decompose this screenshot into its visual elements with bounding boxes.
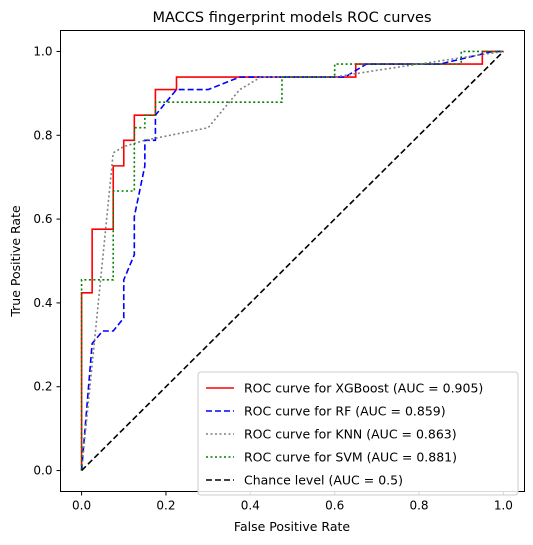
y-tick-label: 0.4	[33, 296, 52, 310]
x-tick-label: 0.6	[325, 499, 344, 513]
y-tick-label: 0.8	[33, 128, 52, 142]
x-axis-label: False Positive Rate	[234, 519, 350, 534]
series-line-1	[80, 50, 504, 471]
x-tick-label: 0.2	[156, 499, 175, 513]
legend-label-0: ROC curve for XGBoost (AUC = 0.905)	[244, 381, 483, 396]
chart-title: MACCS fingerprint models ROC curves	[152, 10, 431, 26]
legend-label-3: ROC curve for SVM (AUC = 0.881)	[244, 450, 457, 465]
legend-label-1: ROC curve for RF (AUC = 0.859)	[244, 404, 446, 419]
y-tick-label: 1.0	[33, 44, 52, 58]
y-tick-label: 0.2	[33, 380, 52, 394]
series-line-4	[81, 50, 504, 472]
x-tick-label: 1.0	[494, 499, 513, 513]
y-tick-label: 0.6	[33, 212, 52, 226]
y-tick-label: 0.0	[33, 464, 52, 478]
x-tick-label: 0.8	[409, 499, 428, 513]
x-tick-label: 0.0	[72, 499, 91, 513]
x-tick-label: 0.4	[241, 499, 260, 513]
legend: ROC curve for XGBoost (AUC = 0.905) ROC c…	[197, 371, 519, 496]
y-axis-label: True Positive Rate	[8, 205, 23, 318]
series-line-3	[80, 50, 504, 471]
legend-label-2: ROC curve for KNN (AUC = 0.863)	[244, 427, 457, 442]
legend-label-4: Chance level (AUC = 0.5)	[244, 473, 403, 488]
series-line-2	[80, 50, 504, 471]
legend-box	[197, 371, 519, 496]
curves-layer	[80, 50, 504, 472]
y-axis-ticks: 0.0 0.2 0.4 0.6 0.8 1.0	[33, 44, 61, 478]
x-axis-ticks: 0.0 0.2 0.4 0.6 0.8 1.0	[72, 491, 513, 513]
